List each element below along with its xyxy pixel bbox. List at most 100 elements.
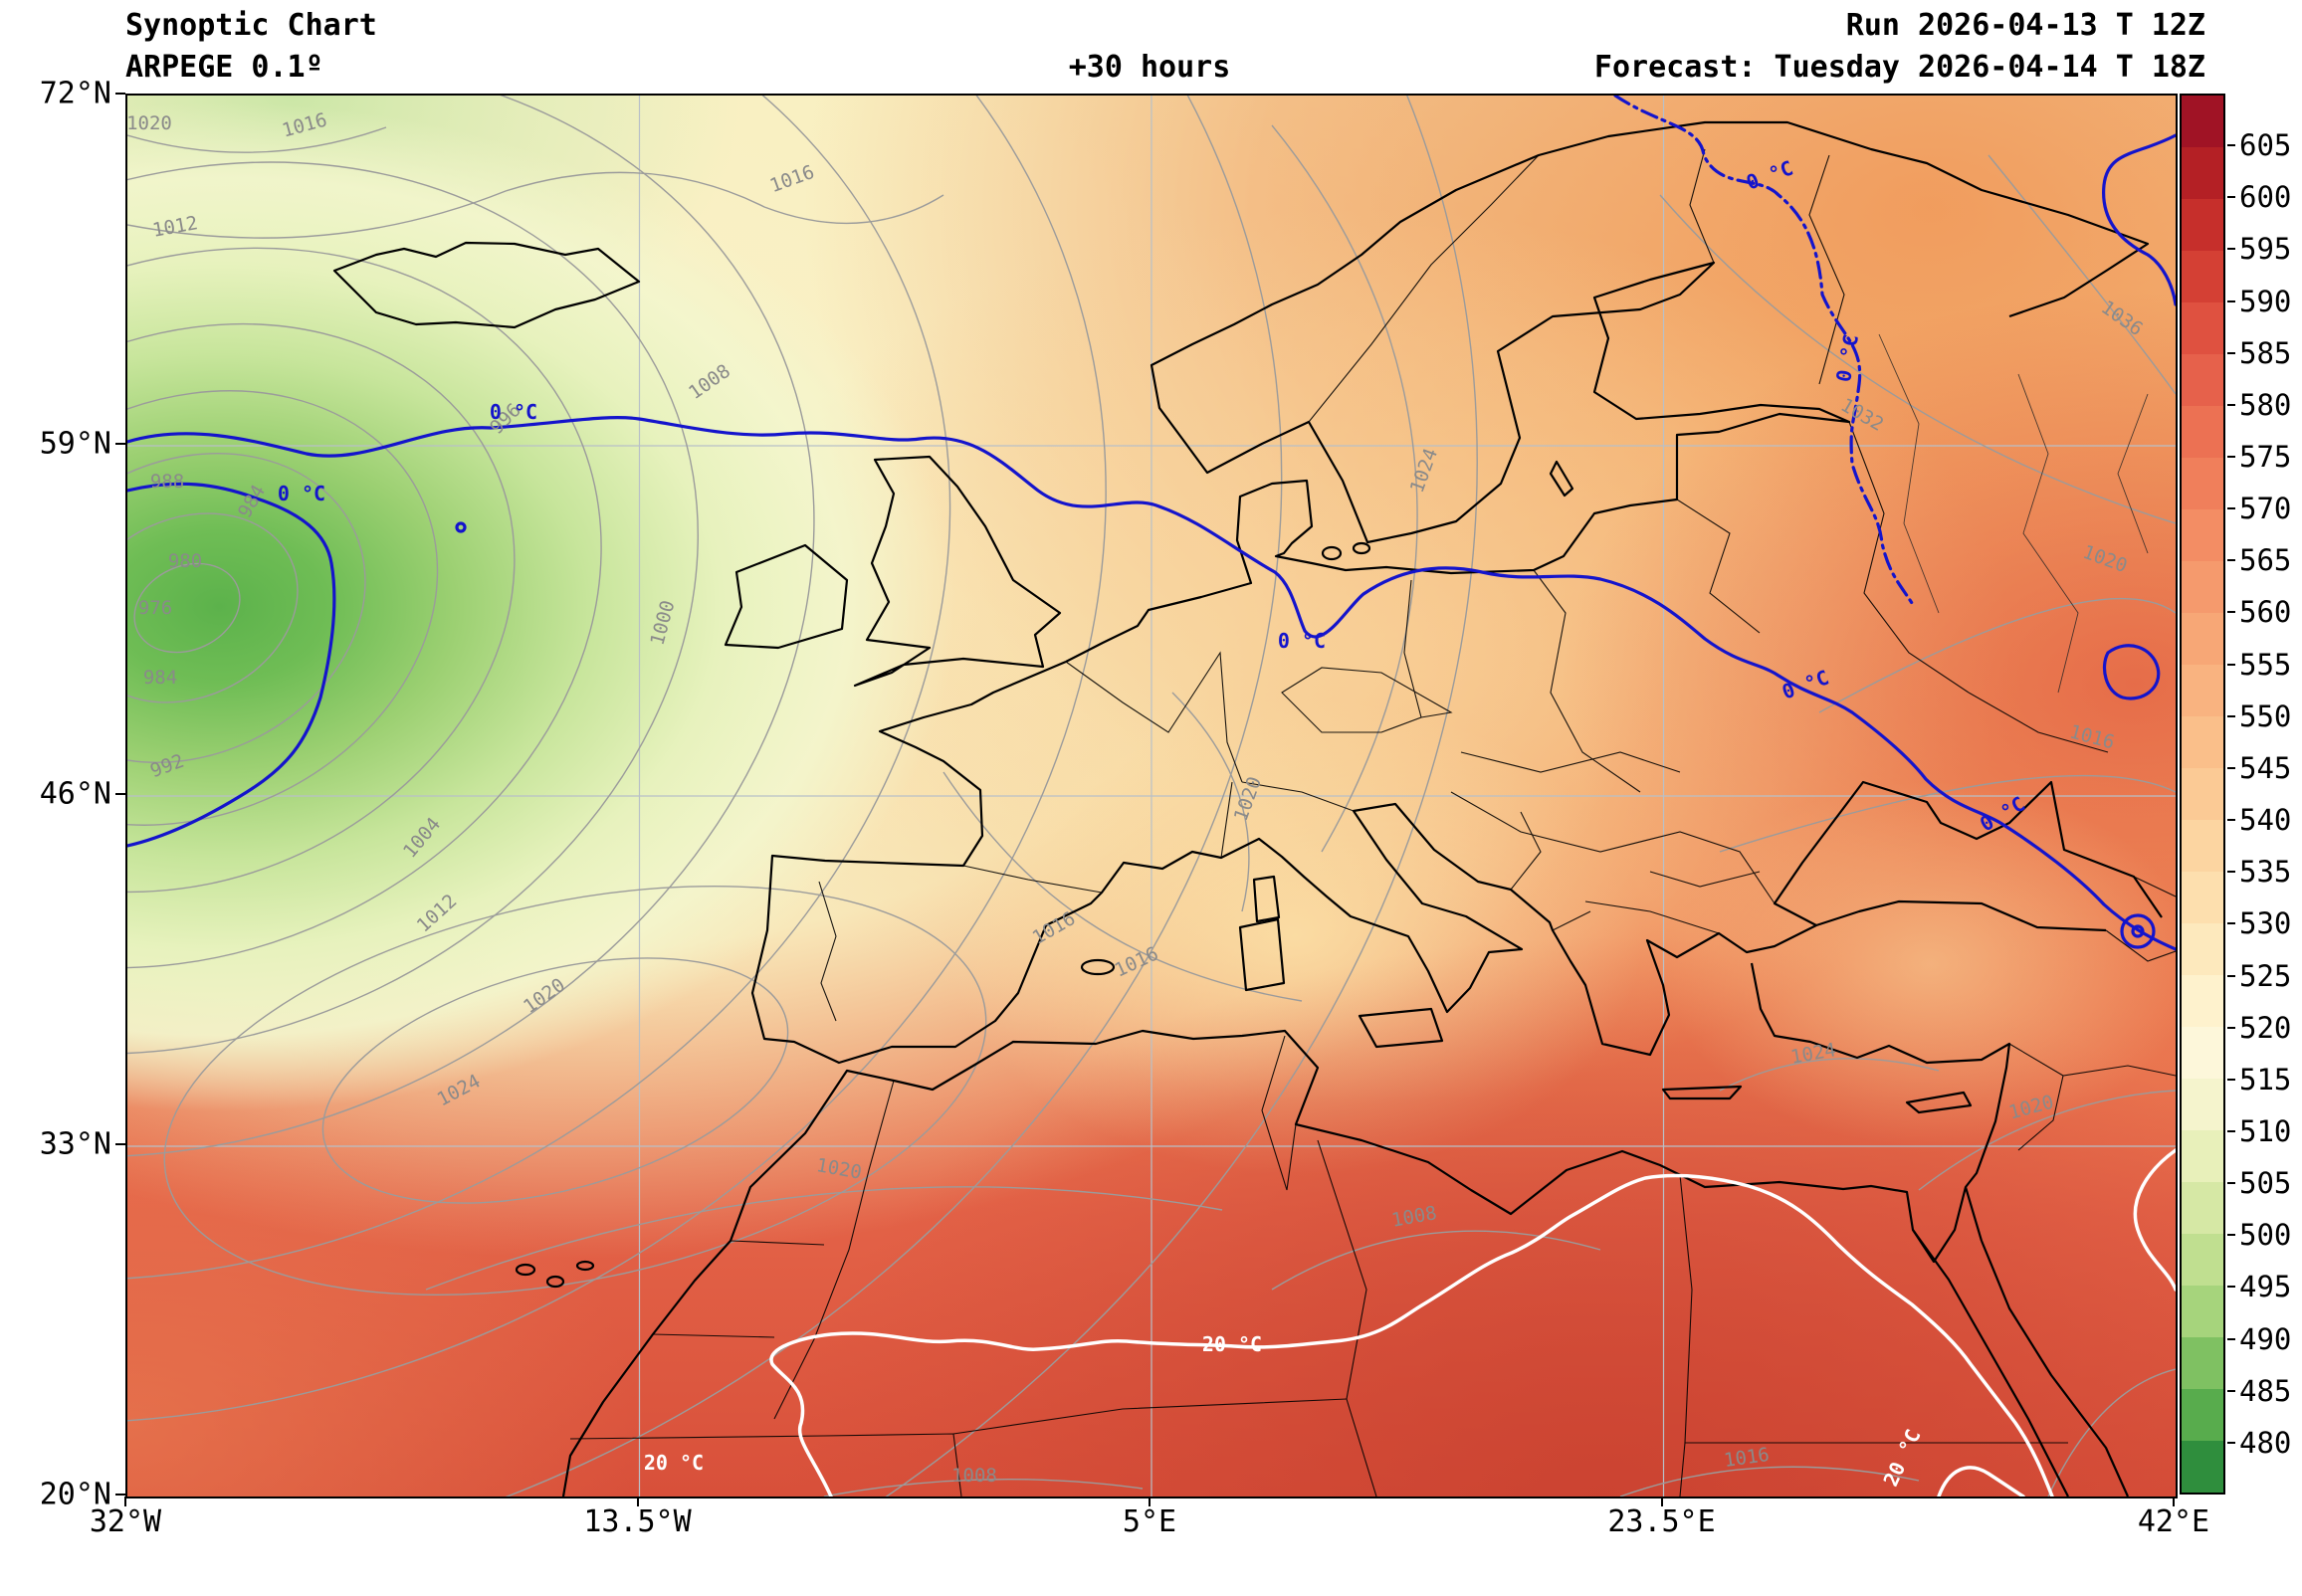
y-axis-tick-label: 59°N xyxy=(39,426,111,462)
isobar-label: 1020 xyxy=(1229,773,1267,825)
colorbar-tick-label: 590 xyxy=(2239,284,2292,318)
colorbar-band xyxy=(2182,1027,2223,1079)
colorbar-band xyxy=(2182,1130,2223,1182)
colorbar-band xyxy=(2182,1079,2223,1130)
model-label: ARPEGE 0.1º xyxy=(125,50,323,85)
x-axis-tickmark xyxy=(1660,1496,1663,1506)
colorbar-tickmark xyxy=(2227,1337,2235,1340)
colorbar-band xyxy=(2182,302,2223,354)
colorbar-tick-label: 510 xyxy=(2239,1113,2292,1148)
colorbar-tick-label: 515 xyxy=(2239,1062,2292,1097)
rivers xyxy=(1878,333,2149,694)
colorbar-band xyxy=(2182,665,2223,716)
colorbar-tick-label: 525 xyxy=(2239,958,2292,993)
contour-label-layer: 1020 1016 1012 1016 1008 996 988 984 980 976 984 99… xyxy=(127,96,2176,1496)
colorbar-tickmark xyxy=(2227,611,2235,614)
colorbar-tick-label: 480 xyxy=(2239,1425,2292,1460)
isotherm-label: 0 °C xyxy=(1277,629,1327,653)
colorbar-band xyxy=(2182,406,2223,458)
isobar-label: 1020 xyxy=(2079,540,2131,578)
isobar-label: 1020 xyxy=(814,1154,864,1184)
colorbar-tickmark xyxy=(2227,196,2235,199)
colorbar-tick-label: 530 xyxy=(2239,906,2292,941)
colorbar-band xyxy=(2182,458,2223,509)
x-axis-tick-label: 42°E xyxy=(2137,1504,2210,1539)
colorbar-band xyxy=(2182,96,2223,147)
x-axis-tick-label: 32°W xyxy=(89,1504,162,1539)
isobar-label: 980 xyxy=(167,550,203,572)
colorbar-tickmark xyxy=(2227,403,2235,406)
isobar-label: 976 xyxy=(137,597,173,619)
isobar-label: 1016 xyxy=(1722,1443,1772,1473)
colorbar-band xyxy=(2182,147,2223,199)
isobar-label: 1036 xyxy=(2096,296,2148,341)
chart-title: Synoptic Chart xyxy=(125,8,377,43)
isobar-label: 1032 xyxy=(1836,394,1888,436)
y-axis-tickmark xyxy=(115,1494,125,1496)
colorbar-band xyxy=(2182,716,2223,768)
x-axis-tickmark xyxy=(124,1496,126,1506)
isobar-label: 988 xyxy=(149,471,185,493)
isotherm-label: 0 °C xyxy=(1779,665,1832,704)
colorbar-band xyxy=(2182,1286,2223,1337)
country-borders xyxy=(569,148,2176,1496)
isotherm-label: 0 °C xyxy=(1976,791,2029,837)
colorbar-tickmark xyxy=(2227,974,2235,977)
colorbar-band xyxy=(2182,561,2223,613)
isobar-label: 1008 xyxy=(1389,1202,1439,1232)
map-svg xyxy=(127,96,2176,1496)
colorbar-band xyxy=(2182,251,2223,302)
isotherm-label: 20 °C xyxy=(643,1451,705,1475)
colorbar-band xyxy=(2182,768,2223,820)
isobar-label: 1020 xyxy=(519,973,570,1019)
colorbar-band xyxy=(2182,509,2223,561)
coastlines xyxy=(332,120,2163,1496)
isobar-label: 1016 xyxy=(280,108,329,142)
colorbar-band xyxy=(2182,1389,2223,1441)
y-axis-tick-label: 20°N xyxy=(39,1477,111,1512)
colorbar-tickmark xyxy=(2227,922,2235,925)
colorbar-tickmark xyxy=(2227,1234,2235,1237)
y-axis-tick-label: 46°N xyxy=(39,776,111,812)
colorbar-band xyxy=(2182,199,2223,251)
colorbar-tick-label: 545 xyxy=(2239,750,2292,785)
colorbar-tickmark xyxy=(2227,871,2235,874)
forecast-valid-timestamp: Forecast: Tuesday 2026-04-14 T 18Z xyxy=(1593,50,2205,85)
colorbar xyxy=(2180,94,2225,1495)
x-axis-tick-label: 13.5°W xyxy=(583,1504,692,1539)
isobar-contours xyxy=(127,96,2176,1496)
colorbar-band xyxy=(2182,354,2223,406)
isobar-label: 1008 xyxy=(951,1465,997,1487)
colorbar-tickmark xyxy=(2227,1078,2235,1081)
colorbar-tick-label: 485 xyxy=(2239,1373,2292,1408)
isobar-label: 1020 xyxy=(2006,1091,2056,1124)
lead-time-label: +30 hours xyxy=(1068,50,1231,85)
colorbar-tickmark xyxy=(2227,1389,2235,1392)
colorbar-tickmark xyxy=(2227,714,2235,717)
colorbar-tickmark xyxy=(2227,1026,2235,1029)
isotherm-label: 0 °C xyxy=(1743,155,1796,195)
isobar-label: 1016 xyxy=(2067,720,2117,754)
colorbar-tick-label: 535 xyxy=(2239,855,2292,890)
y-axis-tick-label: 72°N xyxy=(39,76,111,111)
colorbar-tick-label: 500 xyxy=(2239,1218,2292,1253)
colorbar-tickmark xyxy=(2227,1441,2235,1444)
x-axis-tick-label: 23.5°E xyxy=(1607,1504,1716,1539)
colorbar-band xyxy=(2182,1234,2223,1286)
isobar-label: 1024 xyxy=(1405,445,1443,497)
y-axis-tickmark xyxy=(115,793,125,795)
isotherm-label: 20 °C xyxy=(1201,1332,1263,1356)
isobar-label: 1016 xyxy=(1111,942,1162,982)
colorbar-tick-label: 580 xyxy=(2239,387,2292,422)
y-axis-tickmark xyxy=(115,1143,125,1145)
isotherm-0c-lines xyxy=(127,96,2176,951)
y-axis-tickmark xyxy=(115,443,125,445)
y-axis-tick-label: 33°N xyxy=(39,1126,111,1162)
isobar-label: 992 xyxy=(147,749,187,783)
colorbar-tickmark xyxy=(2227,299,2235,302)
colorbar-tickmark xyxy=(2227,507,2235,510)
colorbar-band xyxy=(2182,975,2223,1027)
colorbar-tick-label: 565 xyxy=(2239,543,2292,578)
colorbar-tick-label: 560 xyxy=(2239,595,2292,630)
